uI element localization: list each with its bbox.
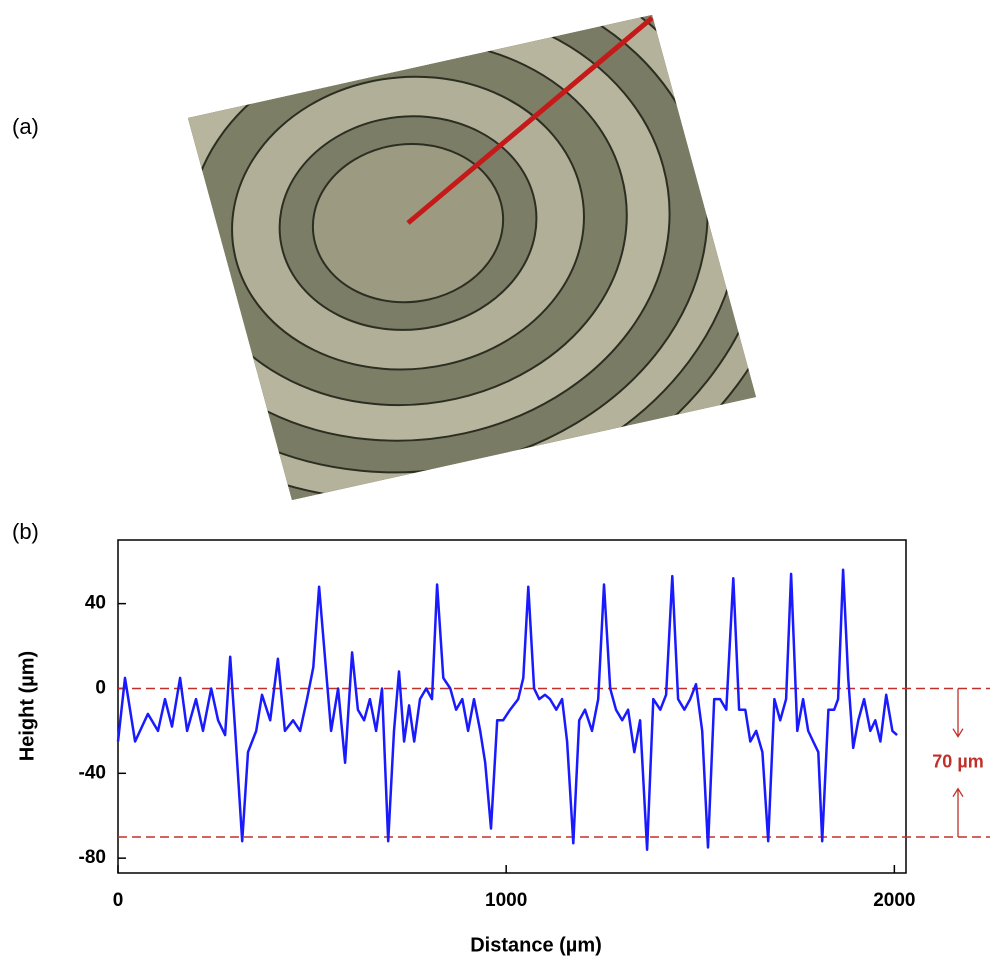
x-tick-label: 0 bbox=[113, 890, 124, 911]
data-line bbox=[116, 568, 898, 851]
x-tick-label: 2000 bbox=[873, 890, 915, 911]
panel-label: (b) bbox=[12, 519, 39, 544]
y-tick-label: 0 bbox=[95, 677, 106, 698]
annotation-arrow bbox=[952, 787, 964, 837]
x-tick-label: 1000 bbox=[485, 890, 527, 911]
surface-image bbox=[188, 15, 756, 500]
plot-frame bbox=[117, 539, 907, 874]
y-tick-label: 40 bbox=[85, 593, 106, 614]
annotation-arrow bbox=[952, 688, 964, 738]
panel-label: (a) bbox=[12, 114, 39, 139]
y-axis-title: Height (µm) bbox=[16, 651, 38, 761]
annotation: 70 µm bbox=[932, 751, 983, 771]
profile-line bbox=[406, 16, 654, 225]
y-tick-label: -40 bbox=[79, 762, 106, 783]
y-tick-label: -80 bbox=[79, 847, 106, 868]
x-axis-title: Distance (µm) bbox=[470, 934, 602, 956]
